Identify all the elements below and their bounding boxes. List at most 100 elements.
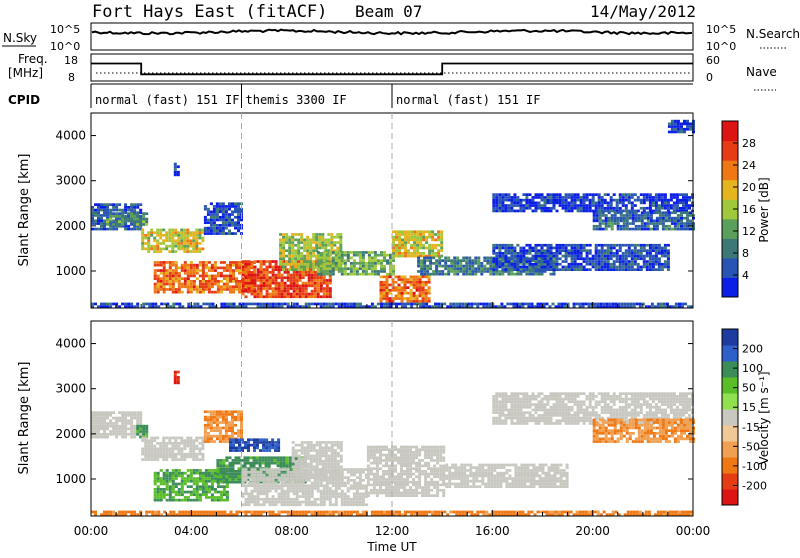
heatmap-cell (522, 255, 525, 258)
heatmap-cell (574, 193, 577, 196)
heatmap-cell (580, 255, 583, 258)
heatmap-cell (553, 204, 556, 207)
heatmap-cell (318, 247, 321, 250)
heatmap-cell (219, 421, 222, 424)
heatmap-cell (199, 472, 202, 475)
heatmap-cell (154, 499, 157, 502)
heatmap-cell (647, 225, 650, 228)
heatmap-cell (248, 263, 251, 266)
heatmap-cell (302, 484, 305, 487)
heatmap-cell (498, 210, 501, 213)
heatmap-cell (147, 456, 150, 459)
heatmap-cell (327, 239, 330, 242)
heatmap-cell (207, 424, 210, 427)
heatmap-cell (202, 272, 205, 275)
heatmap-cell (177, 171, 180, 174)
heatmap-cell (383, 289, 386, 292)
heatmap-cell (142, 433, 145, 436)
heatmap-cell (281, 476, 284, 479)
heatmap-cell (302, 482, 305, 485)
heatmap-cell (277, 447, 280, 450)
heatmap-cell (685, 196, 688, 199)
heatmap-cell (238, 481, 241, 484)
heatmap-cell (109, 422, 112, 425)
heatmap-cell (290, 501, 293, 504)
heatmap-cell (311, 495, 314, 498)
heatmap-cell (673, 196, 676, 199)
heatmap-cell (208, 283, 211, 286)
heatmap-cell (225, 421, 228, 424)
heatmap-cell (668, 217, 671, 220)
heatmap-cell (293, 276, 296, 279)
heatmap-cell (223, 277, 226, 280)
heatmap-cell (308, 479, 311, 482)
heatmap-cell (130, 203, 133, 206)
heatmap-cell (207, 227, 210, 230)
heatmap-cell (157, 499, 160, 502)
heatmap-cell (201, 456, 204, 459)
heatmap-cell (217, 272, 220, 275)
heatmap-cell (210, 429, 213, 432)
heatmap-cell (235, 264, 238, 267)
heatmap-cell (419, 233, 422, 236)
heatmap-cell (222, 475, 225, 478)
heatmap-cell (237, 221, 240, 224)
heatmap-cell (535, 252, 538, 255)
heatmap-cell (94, 411, 97, 414)
heatmap-cell (281, 293, 284, 296)
heatmap-cell (320, 259, 323, 262)
heatmap-cell (595, 255, 598, 258)
heatmap-cell (306, 239, 309, 242)
heatmap-cell (621, 303, 624, 306)
heatmap-cell (344, 270, 347, 273)
heatmap-cell (263, 271, 266, 274)
heatmap-cell (156, 447, 159, 450)
heatmap-cell (130, 417, 133, 420)
heatmap-cell (592, 260, 595, 263)
heatmap-cell (326, 490, 329, 493)
heatmap-cell (516, 266, 519, 269)
heatmap-cell (254, 303, 257, 306)
heatmap-cell (225, 413, 228, 416)
heatmap-cell (305, 495, 308, 498)
heatmap-cell (441, 259, 444, 262)
heatmap-cell (205, 275, 208, 278)
heatmap-cell (593, 211, 596, 214)
heatmap-cell (254, 290, 257, 293)
heatmap-cell (562, 249, 565, 252)
heatmap-cell (677, 123, 680, 126)
heatmap-cell (341, 270, 344, 273)
heatmap-cell (314, 276, 317, 279)
heatmap-cell (622, 260, 625, 263)
heatmap-cell (133, 430, 136, 433)
heatmap-cell (321, 247, 324, 250)
heatmap-cell (371, 267, 374, 270)
heatmap-cell (257, 474, 260, 477)
heatmap-cell (410, 239, 413, 242)
heatmap-cell (634, 252, 637, 255)
heatmap-cell (646, 199, 649, 202)
heatmap-cell (237, 435, 240, 438)
heatmap-cell (97, 422, 100, 425)
heatmap-cell (674, 217, 677, 220)
heatmap-cell (192, 442, 195, 445)
heatmap-cell (150, 231, 153, 234)
heatmap-cell (180, 242, 183, 245)
heatmap-cell (610, 247, 613, 250)
heatmap-cell (668, 214, 671, 217)
heatmap-cell (344, 303, 347, 306)
heatmap-cell (195, 248, 198, 251)
heatmap-cell (501, 202, 504, 205)
heatmap-cell (274, 456, 277, 459)
heatmap-cell (404, 286, 407, 289)
heatmap-cell (309, 247, 312, 250)
heatmap-cell (265, 447, 268, 450)
heatmap-cell (150, 458, 153, 461)
heatmap-cell (604, 260, 607, 263)
heatmap-cell (326, 265, 329, 268)
heatmap-cell (674, 120, 677, 123)
heatmap-cell (130, 220, 133, 223)
heatmap-cell (620, 214, 623, 217)
heatmap-cell (362, 254, 365, 257)
heatmap-cell (103, 411, 106, 414)
